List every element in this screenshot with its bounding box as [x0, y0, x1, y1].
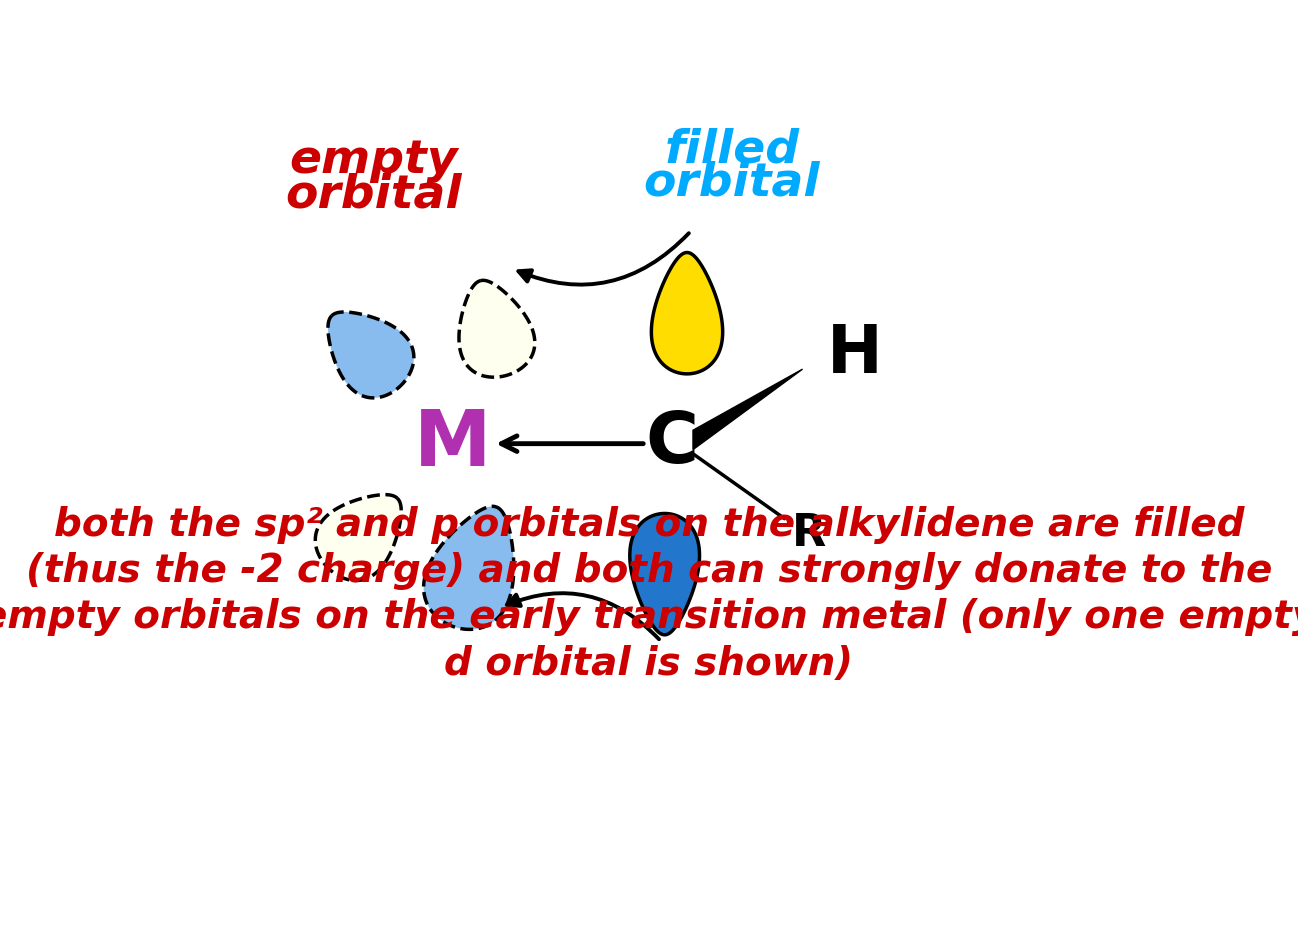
Text: orbital: orbital — [286, 172, 462, 217]
Text: both the sp² and p orbitals on the alkylidene are filled: both the sp² and p orbitals on the alkyl… — [53, 506, 1245, 544]
Text: C: C — [645, 409, 698, 479]
Text: R: R — [792, 512, 826, 555]
Text: M: M — [414, 406, 491, 481]
Polygon shape — [328, 312, 414, 397]
Text: (thus the -2 charge) and both can strongly donate to the: (thus the -2 charge) and both can strong… — [26, 552, 1272, 590]
Text: empty orbitals on the early transition metal (only one empty: empty orbitals on the early transition m… — [0, 598, 1298, 636]
FancyArrowPatch shape — [518, 233, 689, 285]
Polygon shape — [423, 506, 514, 630]
Text: orbital: orbital — [644, 160, 820, 206]
Text: filled: filled — [665, 127, 800, 173]
FancyArrowPatch shape — [508, 593, 659, 639]
Polygon shape — [652, 253, 723, 374]
Text: empty: empty — [289, 139, 458, 183]
Polygon shape — [315, 495, 401, 581]
Polygon shape — [630, 514, 700, 634]
Text: d orbital is shown): d orbital is shown) — [444, 645, 854, 683]
Polygon shape — [459, 280, 535, 378]
Text: H: H — [827, 321, 883, 387]
Polygon shape — [693, 369, 802, 449]
